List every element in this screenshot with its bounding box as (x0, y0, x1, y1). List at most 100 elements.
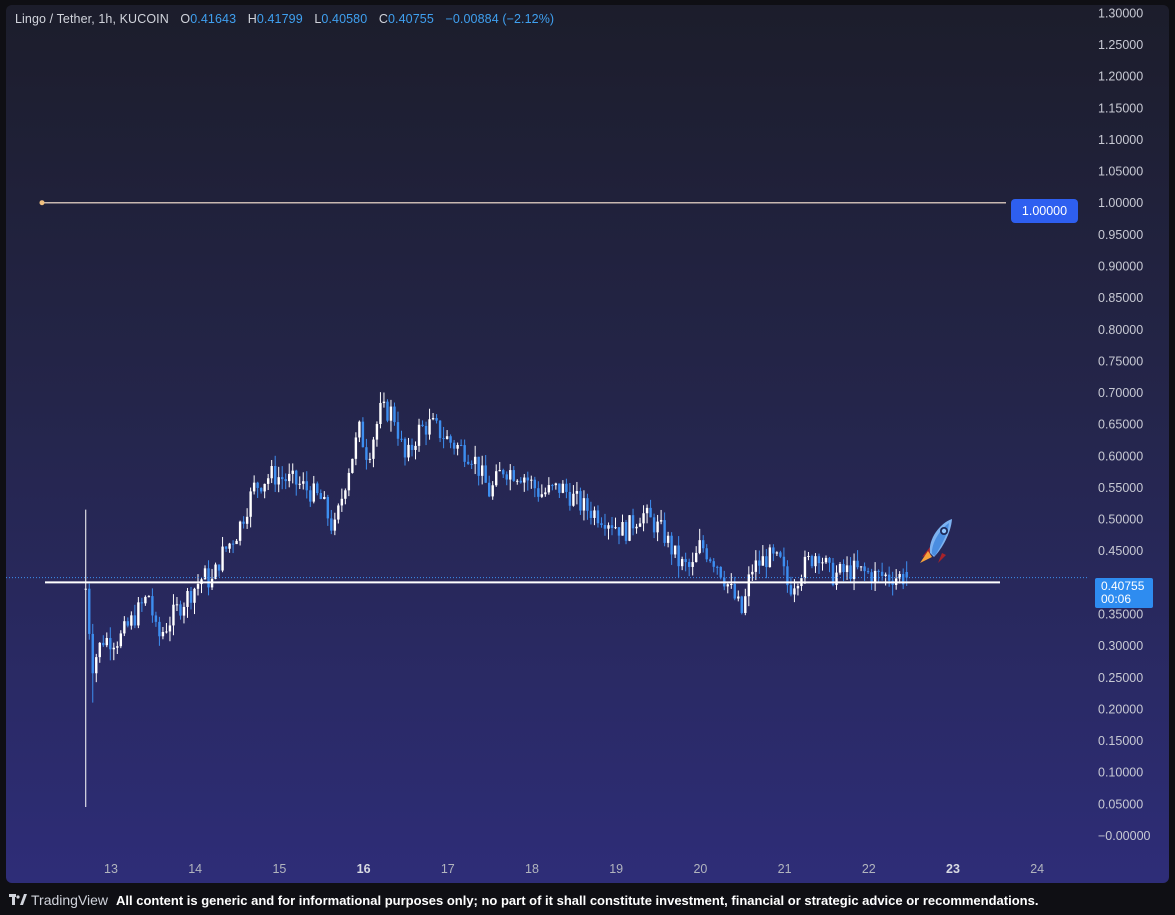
candle-body (319, 493, 322, 499)
candle-body (628, 515, 631, 541)
candle-body (670, 535, 673, 555)
candle-body (709, 559, 712, 562)
candle-body (449, 436, 452, 443)
price-axis-tick: 1.15000 (1098, 101, 1143, 115)
candle-body (340, 498, 344, 506)
candle-body (568, 491, 572, 506)
candlestick-chart[interactable]: 1.30000 1.25000 1.20000 1.15000 1.10000 1.050… (6, 5, 1169, 883)
candle-body (165, 631, 168, 633)
time-axis-tick: 20 (693, 862, 707, 876)
candle-body (537, 488, 540, 497)
candle-body (249, 491, 252, 517)
candle-body (656, 521, 659, 533)
candle-body (617, 527, 621, 536)
candle-body (410, 444, 414, 450)
candle-body (137, 602, 140, 626)
candle-body (859, 566, 863, 568)
price-axis-tick: 1.30000 (1098, 6, 1143, 20)
candle-body (109, 637, 112, 650)
candle-body (768, 547, 772, 568)
candle-body (852, 560, 856, 580)
candle-body (901, 574, 905, 585)
candle-body (273, 466, 277, 485)
candle-body (824, 557, 828, 563)
candle-body (231, 543, 235, 545)
candle-body (582, 498, 586, 511)
price-axis-tick: 1.20000 (1098, 70, 1143, 84)
candle-body (88, 588, 91, 634)
candle-body (673, 545, 677, 555)
candle-body (572, 493, 575, 506)
candle-body (302, 481, 305, 484)
candle-body (554, 483, 558, 486)
time-axis-tick: 13 (104, 862, 118, 876)
candle-body (470, 463, 473, 465)
candle-body (442, 438, 445, 440)
level-price-tag[interactable]: 1.00000 (1011, 199, 1078, 223)
candle-body (270, 466, 273, 479)
horizontal-ray-anchor[interactable] (39, 200, 45, 206)
candle-body (175, 604, 179, 606)
price-axis-tick: 0.60000 (1098, 449, 1143, 463)
candle-body (372, 439, 375, 459)
candle-body (347, 472, 351, 491)
candle-body (726, 584, 729, 587)
candle-body (600, 523, 603, 526)
change-value: −0.00884 (−2.12%) (445, 12, 555, 26)
time-axis[interactable]: 13 14 15 16 17 18 19 20 21 22 23 24 (104, 862, 1044, 876)
rocket-icon[interactable] (918, 517, 954, 570)
candle-body (856, 560, 859, 568)
candle-body (502, 470, 505, 475)
price-axis-tick: 1.25000 (1098, 38, 1143, 52)
candle-body (172, 604, 175, 626)
candle-body (424, 425, 428, 435)
candle-body (428, 419, 431, 435)
candle-body (344, 490, 347, 499)
candle-body (593, 510, 596, 518)
chart-pane[interactable]: 1.30000 1.25000 1.20000 1.15000 1.10000 1.050… (6, 5, 1169, 883)
candle-body (284, 479, 287, 482)
candle-body (186, 591, 189, 607)
candle-body (333, 519, 337, 531)
price-axis-tick: 0.50000 (1098, 513, 1143, 527)
candle-body (414, 445, 417, 450)
candle-body (719, 566, 722, 578)
candle-body (751, 571, 754, 575)
candle-body (817, 556, 821, 564)
candle-body (266, 478, 270, 484)
candle-body (596, 510, 600, 524)
candle-body (393, 406, 396, 423)
candle-body (238, 521, 242, 541)
price-axis-tick: 0.90000 (1098, 259, 1143, 273)
candle-body (547, 485, 551, 493)
candle-body (747, 574, 751, 597)
price-axis-tick: 0.20000 (1098, 702, 1143, 716)
candle-body (116, 646, 119, 648)
candle-body (558, 483, 561, 493)
candle-body (221, 546, 224, 571)
time-axis-tick: 17 (441, 862, 455, 876)
price-axis[interactable]: 1.30000 1.25000 1.20000 1.15000 1.10000 1.050… (1098, 6, 1151, 843)
candle-body (614, 527, 617, 529)
candle-body (905, 572, 908, 578)
tradingview-logo[interactable]: TradingView (9, 892, 108, 908)
high-label: H (247, 12, 257, 26)
candle-body (849, 565, 852, 580)
candle-body (466, 461, 470, 464)
disclaimer-text: All content is generic and for informati… (116, 893, 1039, 908)
candle-body (526, 477, 529, 481)
candle-body (291, 470, 294, 474)
candle-body (810, 555, 814, 567)
candle-body (386, 401, 389, 421)
candle-body (652, 517, 656, 533)
symbol-legend: Lingo / Tether, 1h, KUCOIN O0.41643 H0.4… (15, 12, 554, 26)
candle-body (421, 424, 424, 426)
candle-body (509, 470, 512, 480)
price-axis-tick: 0.35000 (1098, 608, 1143, 622)
candle-body (354, 437, 358, 459)
price-axis-tick: 0.55000 (1098, 481, 1143, 495)
symbol-title[interactable]: Lingo / Tether, 1h, KUCOIN (15, 12, 169, 26)
candle-body (631, 515, 635, 529)
high-value: 0.41799 (256, 12, 303, 26)
candle-body (624, 522, 628, 541)
